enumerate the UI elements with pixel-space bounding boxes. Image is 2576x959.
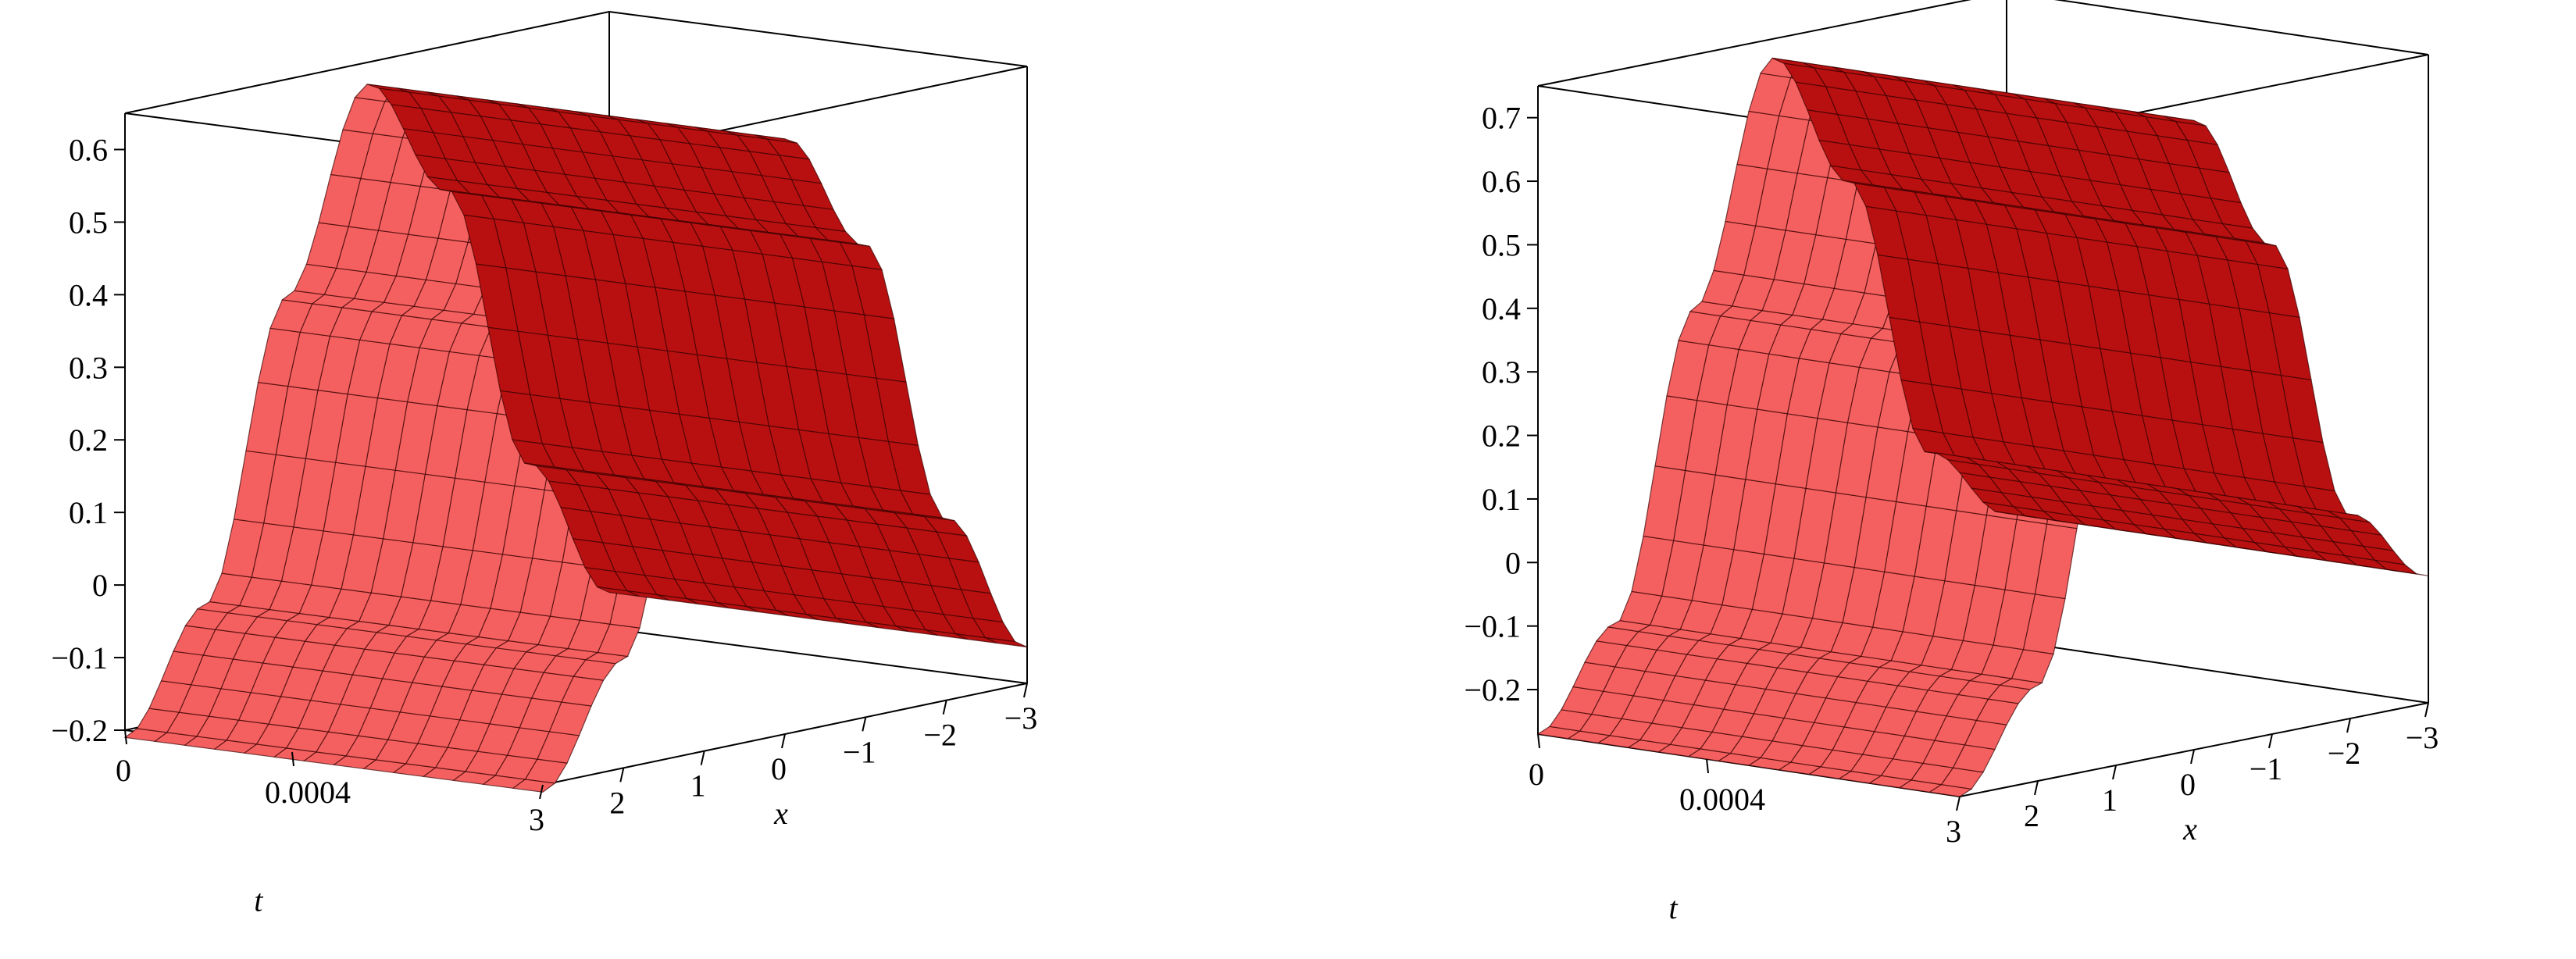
x-tick xyxy=(619,768,625,783)
x-tick xyxy=(2112,765,2117,780)
x-tick-label: −1 xyxy=(843,734,876,769)
z-tick-label: 0.6 xyxy=(1482,164,1521,199)
x-tick xyxy=(700,750,705,765)
box-edge-1 xyxy=(608,11,1028,67)
x-tick-label: 3 xyxy=(529,802,544,837)
x-tick xyxy=(781,733,786,749)
z-tick-label: 0.2 xyxy=(69,422,108,458)
x-tick xyxy=(2424,702,2429,718)
x-axis-title: x xyxy=(773,796,788,831)
z-tick-label: 0 xyxy=(92,568,108,603)
box-edge-0 xyxy=(124,11,610,114)
t-tick xyxy=(1706,758,1709,774)
x-tick-label: −3 xyxy=(2406,720,2439,755)
t-tick xyxy=(291,751,294,767)
z-tick-label: 0.1 xyxy=(1482,482,1521,517)
t-tick-label: 0.0004 xyxy=(265,775,351,810)
z-tick-label: −0.2 xyxy=(51,713,108,748)
z-tick-label: 0.3 xyxy=(1482,355,1521,390)
z-tick-label: 0.2 xyxy=(1482,419,1521,454)
x-tick-label: 0 xyxy=(2180,767,2196,802)
z-tick-label: 0.4 xyxy=(1482,291,1521,326)
x-tick-label: −2 xyxy=(923,718,957,753)
z-tick-label: 0.1 xyxy=(69,495,108,530)
z-tick-label: 0.5 xyxy=(69,205,108,240)
box-edge-9 xyxy=(608,628,1028,684)
x-tick-label: −1 xyxy=(2250,751,2283,786)
z-tick-label: −0.1 xyxy=(51,640,108,676)
x-tick-label: 1 xyxy=(2102,783,2118,818)
z-tick-label: 0.5 xyxy=(1482,227,1521,262)
surface-patch xyxy=(597,586,640,597)
x-axis-title: x xyxy=(2182,811,2197,847)
x-tick-label: 0 xyxy=(771,751,787,786)
t-axis-title: t xyxy=(254,883,263,918)
x-tick xyxy=(539,784,544,800)
x-tick xyxy=(1023,683,1028,698)
x-tick xyxy=(2034,780,2039,796)
x-tick-label: −2 xyxy=(2328,736,2361,771)
z-tick-label: 0 xyxy=(1505,545,1521,580)
x-tick-label: −3 xyxy=(1004,701,1038,736)
t-tick-label: 0 xyxy=(116,753,131,788)
t-tick xyxy=(1537,733,1540,749)
z-tick-label: −0.2 xyxy=(1464,672,1521,708)
x-tick xyxy=(862,717,867,732)
box-edge-9 xyxy=(2006,640,2429,704)
z-tick-label: −0.1 xyxy=(1464,609,1521,644)
t-tick-label: 0 xyxy=(1529,757,1544,792)
t-tick-label: 0.0004 xyxy=(1679,782,1765,817)
x-tick-label: 1 xyxy=(690,768,706,804)
surface-plot-right: −0.2 −0.1 0 0.1 0.2 0.3 0.4 0.5 0.6 0.7 3 2 1 0 −1 −2 −3… xyxy=(1464,0,2439,925)
box-edge-1 xyxy=(2053,0,2429,55)
z-tick-label: 0.6 xyxy=(69,132,108,167)
box-edge-0 xyxy=(1537,0,1972,87)
surface-plot-left: −0.2 −0.1 0 0.1 0.2 0.3 0.4 0.5 0.6 3 2 1 0 −1 −2 −3 x 0 0… xyxy=(51,11,1038,918)
x-tick-label: 2 xyxy=(2024,798,2039,833)
x-tick xyxy=(1956,796,1961,811)
x-tick-label: 2 xyxy=(609,785,625,820)
z-tick-label: 0.7 xyxy=(1482,101,1521,136)
x-tick xyxy=(2268,733,2273,749)
x-tick-label: 3 xyxy=(1946,814,1961,849)
z-tick-label: 0.3 xyxy=(69,350,108,385)
x-tick xyxy=(942,700,947,715)
z-tick-label: 0.4 xyxy=(69,277,108,312)
t-axis-title: t xyxy=(1668,890,1678,925)
x-tick xyxy=(2346,718,2351,733)
x-tick xyxy=(2190,749,2195,765)
t-tick xyxy=(124,729,127,745)
